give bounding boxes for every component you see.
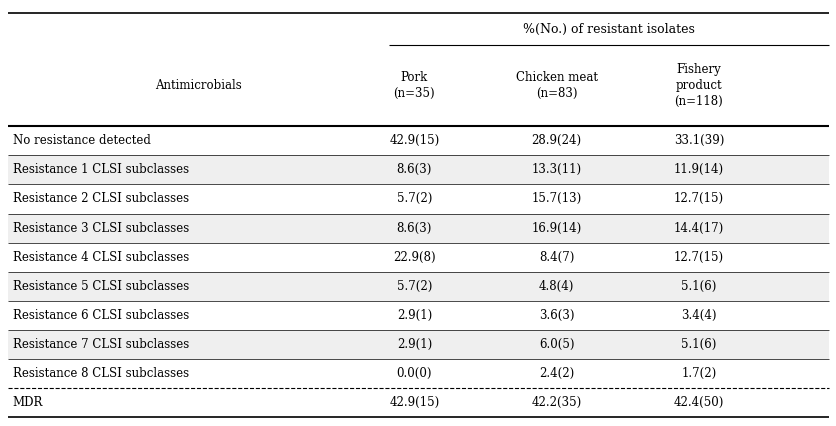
Text: 12.7(15): 12.7(15) — [673, 251, 723, 264]
Text: 22.9(8): 22.9(8) — [393, 251, 435, 264]
Text: 16.9(14): 16.9(14) — [531, 222, 581, 235]
Text: Resistance 6 CLSI subclasses: Resistance 6 CLSI subclasses — [13, 309, 189, 322]
Bar — [8, 301, 828, 330]
Text: 5.1(6): 5.1(6) — [681, 338, 716, 351]
Bar — [8, 359, 828, 389]
Bar — [8, 330, 828, 359]
Text: 8.6(3): 8.6(3) — [396, 222, 431, 235]
Text: 2.4(2): 2.4(2) — [538, 367, 573, 380]
Text: 12.7(15): 12.7(15) — [673, 193, 723, 205]
Bar — [8, 126, 828, 155]
Text: Resistance 1 CLSI subclasses: Resistance 1 CLSI subclasses — [13, 163, 188, 176]
Text: MDR: MDR — [13, 397, 43, 409]
Text: 5.7(2): 5.7(2) — [396, 193, 431, 205]
Text: 42.2(35): 42.2(35) — [531, 397, 581, 409]
Text: 15.7(13): 15.7(13) — [531, 193, 581, 205]
Text: 3.6(3): 3.6(3) — [538, 309, 573, 322]
Text: 13.3(11): 13.3(11) — [531, 163, 581, 176]
Text: 28.9(24): 28.9(24) — [531, 134, 581, 147]
Text: Antimicrobials: Antimicrobials — [155, 79, 242, 92]
Text: 14.4(17): 14.4(17) — [673, 222, 723, 235]
Bar — [8, 155, 828, 184]
Text: 5.7(2): 5.7(2) — [396, 280, 431, 293]
Text: 6.0(5): 6.0(5) — [538, 338, 573, 351]
Text: 3.4(4): 3.4(4) — [681, 309, 716, 322]
Text: Chicken meat
(n=83): Chicken meat (n=83) — [515, 71, 597, 100]
Text: %(No.) of resistant isolates: %(No.) of resistant isolates — [522, 23, 694, 35]
Text: 4.8(4): 4.8(4) — [538, 280, 573, 293]
Text: No resistance detected: No resistance detected — [13, 134, 150, 147]
Text: Resistance 5 CLSI subclasses: Resistance 5 CLSI subclasses — [13, 280, 189, 293]
Text: Resistance 8 CLSI subclasses: Resistance 8 CLSI subclasses — [13, 367, 188, 380]
Text: Fishery
product
(n=118): Fishery product (n=118) — [674, 63, 722, 108]
Text: 2.9(1): 2.9(1) — [396, 338, 431, 351]
Text: 2.9(1): 2.9(1) — [396, 309, 431, 322]
Text: 42.9(15): 42.9(15) — [389, 397, 439, 409]
Text: 33.1(39): 33.1(39) — [673, 134, 723, 147]
Text: 42.9(15): 42.9(15) — [389, 134, 439, 147]
Bar — [8, 184, 828, 213]
Text: Pork
(n=35): Pork (n=35) — [393, 71, 435, 100]
Text: Resistance 4 CLSI subclasses: Resistance 4 CLSI subclasses — [13, 251, 189, 264]
Text: 8.6(3): 8.6(3) — [396, 163, 431, 176]
Bar — [8, 272, 828, 301]
Text: 0.0(0): 0.0(0) — [396, 367, 431, 380]
Bar — [8, 213, 828, 243]
Text: Resistance 3 CLSI subclasses: Resistance 3 CLSI subclasses — [13, 222, 189, 235]
Text: 5.1(6): 5.1(6) — [681, 280, 716, 293]
Text: 42.4(50): 42.4(50) — [673, 397, 723, 409]
Text: Resistance 2 CLSI subclasses: Resistance 2 CLSI subclasses — [13, 193, 188, 205]
Bar — [8, 243, 828, 272]
Text: Resistance 7 CLSI subclasses: Resistance 7 CLSI subclasses — [13, 338, 189, 351]
Text: 8.4(7): 8.4(7) — [538, 251, 573, 264]
Text: 1.7(2): 1.7(2) — [681, 367, 716, 380]
Text: 11.9(14): 11.9(14) — [673, 163, 723, 176]
